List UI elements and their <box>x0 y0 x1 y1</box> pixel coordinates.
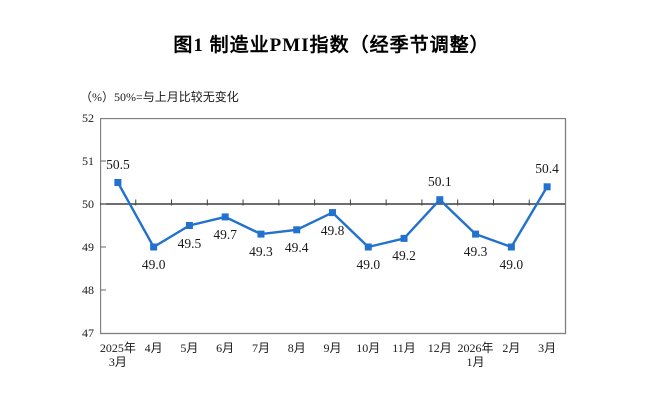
point-value-label: 49.0 <box>356 257 381 272</box>
x-axis-label-line: 2月 <box>502 341 521 355</box>
x-axis-label-line: 12月 <box>427 341 452 355</box>
plot-area <box>100 118 567 335</box>
x-axis-label: 12月 <box>405 341 475 356</box>
y-axis-label: 48 <box>82 283 94 297</box>
x-axis-label-line: 1月 <box>466 354 485 369</box>
point-value-label: 49.4 <box>284 239 309 255</box>
plot-border <box>100 118 567 335</box>
data-point-marker <box>221 213 229 221</box>
x-axis-label-line: 10月 <box>356 341 381 355</box>
data-point-marker <box>400 234 408 242</box>
data-point-marker <box>329 209 336 217</box>
point-value-label: 50.1 <box>427 173 452 189</box>
x-axis-label: 4月 <box>119 341 189 356</box>
data-point-marker <box>293 226 301 234</box>
axis-unit-note: （%）50%=与上月比较无变化 <box>80 90 239 104</box>
data-point-marker <box>436 196 444 204</box>
x-axis-label-line: 8月 <box>287 341 306 355</box>
data-point-marker <box>364 243 372 251</box>
point-value-label: 49.8 <box>320 222 345 238</box>
x-axis-label: 10月 <box>333 341 403 356</box>
data-point-marker <box>472 230 480 238</box>
x-axis-label-line: 2026年 <box>457 341 494 355</box>
data-point-marker <box>257 230 265 238</box>
data-point-marker <box>114 179 122 186</box>
data-point-marker <box>185 222 193 229</box>
point-value-label: 49.7 <box>213 226 237 242</box>
point-value-label: 49.0 <box>499 257 524 272</box>
x-axis-label: 11月 <box>369 341 439 356</box>
point-value-label: 49.2 <box>392 248 416 264</box>
x-axis-label-line: 7月 <box>251 341 270 355</box>
point-value-label: 50.5 <box>106 156 130 172</box>
x-axis-label: 3月 <box>512 341 582 356</box>
y-axis-label: 47 <box>82 326 94 340</box>
x-axis-label-line: 3月 <box>108 354 127 369</box>
point-value-label: 49.5 <box>177 235 202 251</box>
x-axis-label-line: 2025年 <box>99 341 136 355</box>
point-value-label: 49.0 <box>141 257 166 272</box>
x-axis-label-line: 4月 <box>144 341 163 355</box>
x-axis-label: 2025年 3月 <box>83 341 153 369</box>
x-axis-label: 2月 <box>476 341 546 356</box>
x-axis-label: 2026年 1月 <box>441 341 511 369</box>
x-axis-label-line: 5月 <box>180 341 199 355</box>
x-axis-label: 7月 <box>226 341 296 356</box>
x-axis-label: 9月 <box>298 341 368 356</box>
data-point-marker <box>150 243 158 251</box>
y-axis-label: 50 <box>82 197 94 211</box>
x-axis-label-line: 6月 <box>216 341 235 355</box>
y-axis-label: 51 <box>82 154 94 168</box>
x-axis-label-line: 11月 <box>392 341 416 355</box>
point-value-label: 50.4 <box>535 160 559 176</box>
x-axis-label: 5月 <box>154 341 224 356</box>
chart-title: 图1 制造业PMI指数（经季节调整） <box>173 35 490 56</box>
y-axis-label: 49 <box>82 240 94 254</box>
data-point-marker <box>507 243 515 251</box>
y-axis-label: 52 <box>82 111 94 125</box>
point-value-label: 49.3 <box>249 244 273 260</box>
x-axis-label: 6月 <box>190 341 260 356</box>
x-axis-label-line: 3月 <box>538 341 557 355</box>
point-value-label: 49.3 <box>463 244 488 260</box>
data-point-marker <box>543 183 551 191</box>
x-axis-label: 8月 <box>262 341 332 356</box>
x-axis-label-line: 9月 <box>323 341 342 355</box>
